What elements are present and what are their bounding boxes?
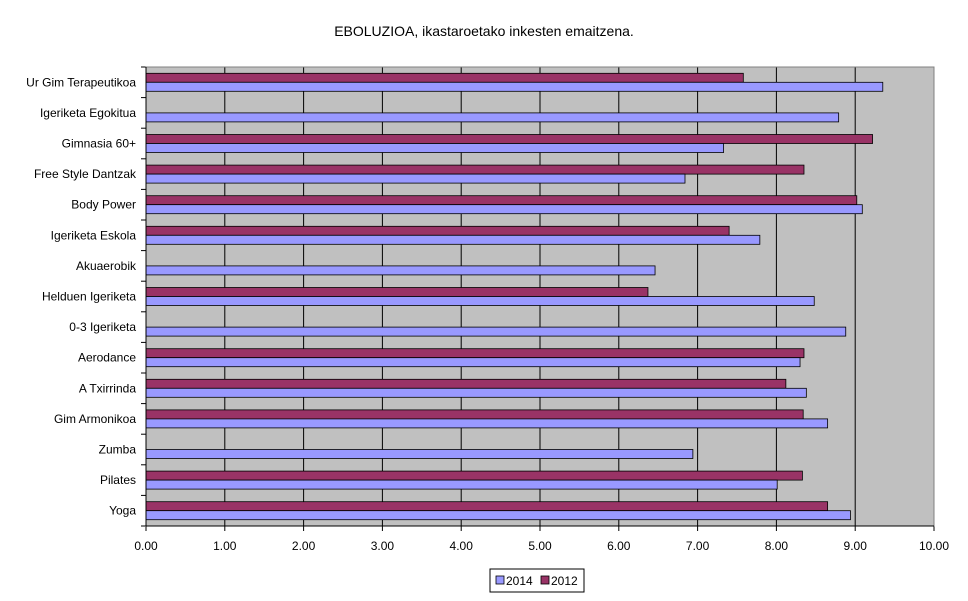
category-label: Zumba bbox=[99, 443, 137, 457]
bar-2014 bbox=[145, 112, 840, 123]
x-tick-label: 9.00 bbox=[844, 539, 868, 553]
x-tick-label: 5.00 bbox=[528, 539, 552, 553]
category-label: A Txirrinda bbox=[79, 381, 136, 395]
legend-swatch-2012 bbox=[540, 575, 550, 585]
category-label: Igeriketa Egokitua bbox=[40, 106, 136, 120]
category-label: Ur Gim Terapeutikoa bbox=[26, 75, 136, 89]
bar-2014 bbox=[145, 81, 884, 92]
x-tick-label: 7.00 bbox=[686, 539, 710, 553]
bar-2012 bbox=[145, 72, 744, 83]
legend: 2014 2012 bbox=[489, 568, 585, 593]
bar-2014 bbox=[145, 387, 807, 398]
x-tick-label: 10.00 bbox=[919, 539, 949, 553]
bar-2014 bbox=[145, 296, 815, 306]
bar-2014 bbox=[145, 204, 863, 215]
bar-2012 bbox=[145, 134, 873, 144]
category-label: Free Style Dantzak bbox=[34, 167, 137, 181]
x-tick-label: 0.00 bbox=[134, 539, 158, 553]
category-label: Akuaerobik bbox=[76, 259, 137, 273]
category-label: Body Power bbox=[71, 198, 136, 212]
bar-2012 bbox=[145, 195, 858, 206]
category-label: Gim Armonikoa bbox=[54, 412, 136, 426]
chart-title: EBOLUZIOA, ikastaroetako inkesten emaitz… bbox=[334, 23, 634, 39]
category-label: Pilates bbox=[100, 473, 136, 487]
bar-2012 bbox=[145, 287, 649, 297]
x-tick-label: 3.00 bbox=[371, 539, 395, 553]
bar-2012 bbox=[145, 164, 805, 175]
bar-2014 bbox=[145, 143, 725, 153]
bar-2014 bbox=[145, 418, 829, 429]
bar-2012 bbox=[145, 378, 787, 389]
x-tick-label: 8.00 bbox=[765, 539, 789, 553]
bar-2014 bbox=[145, 449, 694, 459]
bar-2014 bbox=[145, 326, 847, 337]
legend-label-2012: 2012 bbox=[551, 574, 578, 588]
legend-swatch-2014 bbox=[495, 575, 505, 585]
legend-box bbox=[489, 568, 585, 593]
category-label: Gimnasia 60+ bbox=[62, 137, 136, 151]
x-tick-label: 1.00 bbox=[213, 539, 237, 553]
bar-2012 bbox=[145, 501, 829, 512]
category-label: Aerodance bbox=[78, 351, 136, 365]
bar-2012 bbox=[145, 225, 730, 236]
category-label: Yoga bbox=[109, 504, 136, 518]
legend-label-2014: 2014 bbox=[506, 574, 533, 588]
category-label: Igeriketa Eskola bbox=[51, 228, 137, 242]
bar-2014 bbox=[145, 357, 801, 368]
bar-2012 bbox=[145, 409, 804, 420]
bar-2012 bbox=[145, 470, 803, 481]
bar-2014 bbox=[145, 265, 656, 276]
x-tick-label: 2.00 bbox=[292, 539, 316, 553]
bar-2014 bbox=[145, 510, 851, 521]
bar-2014 bbox=[145, 173, 686, 184]
category-label: Helduen Igeriketa bbox=[42, 290, 136, 304]
category-label: 0-3 Igeriketa bbox=[69, 320, 136, 334]
plot-area-group: 0.00 1.00 2.00 3.00 4.00 5.00 6.00 7.00 8.00 9.00… bbox=[26, 66, 949, 553]
bar-2014 bbox=[145, 479, 778, 490]
bar-2012 bbox=[145, 348, 805, 359]
x-tick-label: 4.00 bbox=[450, 539, 474, 553]
x-tick-label: 6.00 bbox=[607, 539, 631, 553]
bar-2014 bbox=[145, 234, 761, 245]
